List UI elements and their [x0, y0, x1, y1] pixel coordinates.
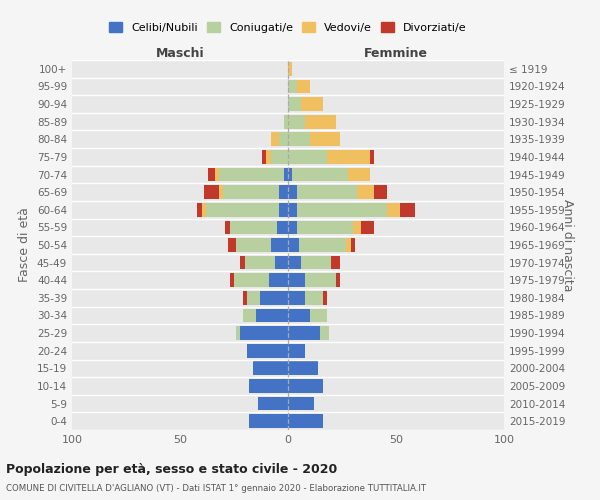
- Bar: [236, 238, 271, 252]
- Bar: [288, 220, 296, 234]
- Bar: [202, 203, 206, 216]
- Bar: [288, 379, 323, 393]
- Bar: [271, 132, 280, 146]
- Bar: [226, 220, 230, 234]
- Bar: [288, 168, 292, 181]
- Bar: [327, 150, 370, 164]
- Text: Popolazione per età, sesso e stato civile - 2020: Popolazione per età, sesso e stato civil…: [6, 462, 337, 475]
- Bar: [277, 220, 288, 234]
- Bar: [266, 150, 271, 164]
- Bar: [288, 115, 305, 128]
- Bar: [288, 203, 296, 216]
- Bar: [241, 326, 288, 340]
- Bar: [197, 203, 202, 216]
- Bar: [288, 132, 310, 146]
- Bar: [357, 186, 374, 199]
- Bar: [288, 274, 305, 287]
- Bar: [241, 256, 245, 270]
- Bar: [280, 132, 288, 146]
- Bar: [350, 238, 355, 252]
- Bar: [296, 80, 310, 94]
- Y-axis label: Fasce di età: Fasce di età: [19, 208, 31, 282]
- Bar: [349, 168, 370, 181]
- Bar: [215, 168, 219, 181]
- Bar: [310, 132, 340, 146]
- Bar: [242, 308, 256, 322]
- Bar: [208, 168, 215, 181]
- Bar: [296, 203, 388, 216]
- Bar: [292, 168, 349, 181]
- Text: COMUNE DI CIVITELLA D'AGLIANO (VT) - Dati ISTAT 1° gennaio 2020 - Elaborazione T: COMUNE DI CIVITELLA D'AGLIANO (VT) - Dat…: [6, 484, 426, 493]
- Bar: [242, 291, 247, 304]
- Text: Maschi: Maschi: [155, 47, 205, 60]
- Bar: [204, 186, 219, 199]
- Bar: [305, 291, 323, 304]
- Bar: [296, 220, 353, 234]
- Bar: [305, 274, 335, 287]
- Bar: [234, 274, 269, 287]
- Bar: [353, 220, 361, 234]
- Bar: [260, 291, 288, 304]
- Bar: [320, 326, 329, 340]
- Bar: [249, 414, 288, 428]
- Legend: Celibi/Nubili, Coniugati/e, Vedovi/e, Divorziati/e: Celibi/Nubili, Coniugati/e, Vedovi/e, Di…: [105, 18, 471, 37]
- Bar: [288, 62, 292, 76]
- Bar: [288, 362, 318, 375]
- Bar: [323, 291, 327, 304]
- Bar: [288, 396, 314, 410]
- Bar: [301, 256, 331, 270]
- Bar: [275, 256, 288, 270]
- Bar: [227, 238, 236, 252]
- Bar: [280, 203, 288, 216]
- Bar: [284, 115, 288, 128]
- Bar: [301, 97, 323, 111]
- Bar: [335, 274, 340, 287]
- Bar: [271, 150, 288, 164]
- Bar: [271, 238, 288, 252]
- Bar: [219, 168, 284, 181]
- Bar: [206, 203, 280, 216]
- Y-axis label: Anni di nascita: Anni di nascita: [561, 198, 574, 291]
- Bar: [305, 115, 335, 128]
- Bar: [230, 220, 277, 234]
- Bar: [374, 186, 388, 199]
- Text: Femmine: Femmine: [364, 47, 428, 60]
- Bar: [223, 186, 280, 199]
- Bar: [310, 308, 327, 322]
- Bar: [346, 238, 350, 252]
- Bar: [299, 238, 346, 252]
- Bar: [219, 186, 223, 199]
- Bar: [361, 220, 374, 234]
- Bar: [253, 362, 288, 375]
- Bar: [262, 150, 266, 164]
- Bar: [258, 396, 288, 410]
- Bar: [284, 168, 288, 181]
- Bar: [288, 238, 299, 252]
- Bar: [230, 274, 234, 287]
- Bar: [288, 308, 310, 322]
- Bar: [247, 291, 260, 304]
- Bar: [280, 186, 288, 199]
- Bar: [400, 203, 415, 216]
- Bar: [288, 291, 305, 304]
- Bar: [288, 256, 301, 270]
- Bar: [388, 203, 400, 216]
- Bar: [288, 326, 320, 340]
- Bar: [269, 274, 288, 287]
- Bar: [288, 414, 323, 428]
- Bar: [370, 150, 374, 164]
- Bar: [288, 344, 305, 358]
- Bar: [236, 326, 241, 340]
- Bar: [288, 186, 296, 199]
- Bar: [245, 256, 275, 270]
- Bar: [288, 97, 301, 111]
- Bar: [288, 150, 327, 164]
- Bar: [296, 186, 357, 199]
- Bar: [331, 256, 340, 270]
- Bar: [256, 308, 288, 322]
- Bar: [247, 344, 288, 358]
- Bar: [288, 80, 296, 94]
- Bar: [249, 379, 288, 393]
